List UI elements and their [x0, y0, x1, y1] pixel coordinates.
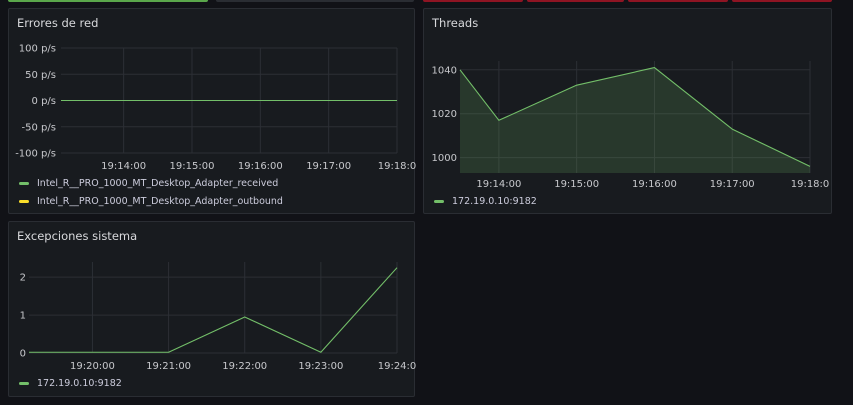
y-tick-label: 0: [20, 349, 26, 360]
x-tick-label: 19:20:00: [70, 361, 115, 372]
x-tick-label: 19:16:00: [632, 179, 677, 190]
top-panel-edge: [423, 0, 523, 2]
series-line: [459, 67, 811, 167]
y-tick-label: 1040: [432, 65, 457, 76]
threads-chart[interactable]: 1040 1020 1000 19:14:00 19:15:00 19:16:00 19:1…: [424, 9, 833, 215]
panel-title[interactable]: Excepciones sistema: [17, 229, 138, 243]
series-color-swatch: [434, 199, 444, 203]
top-panel-edge: [527, 0, 624, 2]
y-tick-label: 1020: [432, 109, 457, 120]
x-tick-label: 19:23:00: [298, 361, 343, 372]
top-panel-strip: [0, 0, 853, 4]
system-exceptions-chart[interactable]: 2 1 0 19:20:00 19:21:00 19:22:00 19:23:00 19:24…: [9, 222, 416, 398]
top-panel-edge: [628, 0, 728, 2]
top-panel-edge: [732, 0, 832, 2]
x-tick-label: 19:18:0: [378, 161, 417, 172]
y-tick-label: 100 p/s: [19, 44, 56, 55]
series-color-swatch: [19, 181, 29, 185]
y-tick-label: 1000: [432, 153, 457, 164]
x-tick-label: 19:22:00: [222, 361, 267, 372]
series-color-swatch: [19, 199, 29, 203]
x-tick-label: 19:14:00: [101, 161, 146, 172]
legend: 172.19.0.10:9182: [434, 192, 537, 210]
y-tick-label: 0 p/s: [32, 96, 56, 107]
x-tick-label: 19:18:0: [791, 179, 830, 190]
series-color-swatch: [19, 381, 29, 385]
y-tick-label: 1: [20, 311, 26, 322]
legend-item-received[interactable]: Intel_R__PRO_1000_MT_Desktop_Adapter_rec…: [19, 174, 283, 192]
series-area-fill: [460, 67, 810, 173]
y-tick-label: 2: [20, 273, 26, 284]
legend-item-host[interactable]: 172.19.0.10:9182: [19, 374, 122, 392]
legend-label: Intel_R__PRO_1000_MT_Desktop_Adapter_rec…: [37, 177, 279, 189]
network-errors-chart[interactable]: 100 p/s 50 p/s 0 p/s -50 p/s -100 p/s 19:14:0…: [9, 9, 416, 215]
y-tick-label: 50 p/s: [25, 70, 56, 81]
x-tick-label: 19:15:00: [170, 161, 215, 172]
x-tick-label: 19:21:00: [146, 361, 191, 372]
legend-label: Intel_R__PRO_1000_MT_Desktop_Adapter_out…: [37, 195, 283, 207]
series-line: [29, 267, 398, 353]
legend-item-host[interactable]: 172.19.0.10:9182: [434, 192, 537, 210]
y-tick-label: -100 p/s: [15, 149, 56, 160]
panel-title[interactable]: Threads: [432, 16, 479, 30]
legend: Intel_R__PRO_1000_MT_Desktop_Adapter_rec…: [19, 174, 283, 210]
panel-excepciones-sistema[interactable]: Excepciones sistema 2 1 0 19:20:00 19:21:00 1…: [8, 221, 416, 398]
top-panel-edge: [8, 0, 208, 2]
x-tick-label: 19:16:00: [238, 161, 283, 172]
legend: 172.19.0.10:9182: [19, 374, 122, 392]
y-tick-label: -50 p/s: [22, 122, 56, 133]
top-panel-edge: [216, 0, 414, 2]
x-tick-label: 19:17:00: [306, 161, 351, 172]
x-tick-label: 19:24:0: [378, 361, 417, 372]
legend-label: 172.19.0.10:9182: [452, 195, 537, 207]
x-tick-label: 19:15:00: [554, 179, 599, 190]
legend-item-outbound[interactable]: Intel_R__PRO_1000_MT_Desktop_Adapter_out…: [19, 192, 283, 210]
panel-title[interactable]: Errores de red: [17, 16, 99, 30]
x-tick-label: 19:17:00: [710, 179, 755, 190]
legend-label: 172.19.0.10:9182: [37, 377, 122, 389]
x-tick-label: 19:14:00: [476, 179, 521, 190]
panel-threads[interactable]: Threads 1040 1020 1000 19:14:00 19:15:00 19:1…: [423, 8, 832, 214]
panel-errores-de-red[interactable]: Errores de red 100 p/s 50 p/s 0 p/s -50 p/s…: [8, 8, 416, 215]
